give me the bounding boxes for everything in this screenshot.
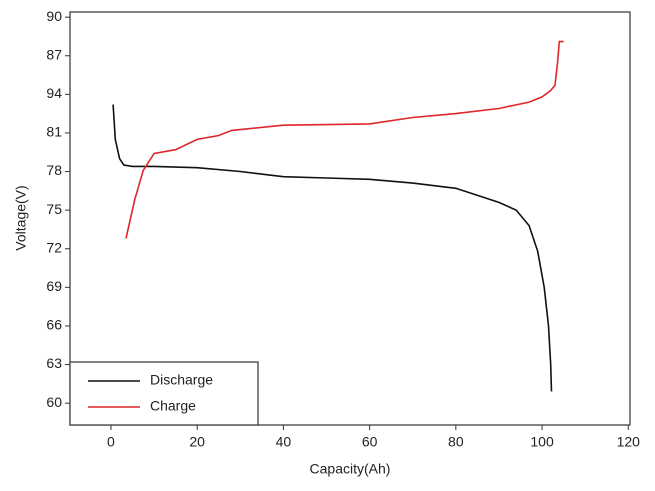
y-tick-label: 72 — [46, 239, 62, 255]
x-axis-label: Capacity(Ah) — [310, 461, 391, 477]
y-tick-label: 75 — [46, 201, 62, 217]
y-tick-label: 87 — [46, 46, 62, 62]
x-tick-label: 80 — [448, 434, 464, 450]
x-tick-label: 60 — [362, 434, 378, 450]
y-tick-label: 90 — [46, 8, 62, 24]
x-tick-label: 120 — [617, 434, 641, 450]
y-axis-label: Voltage(V) — [13, 185, 29, 250]
y-tick-label: 94 — [46, 85, 62, 101]
legend-box — [69, 361, 259, 426]
series-line — [125, 40, 564, 239]
x-tick-label: 100 — [530, 434, 554, 450]
series-line — [112, 104, 553, 392]
y-tick-label: 78 — [46, 162, 62, 178]
legend-label: Discharge — [150, 372, 213, 388]
legend-label: Charge — [150, 398, 196, 414]
x-tick-label: 0 — [107, 434, 115, 450]
y-tick-label: 60 — [46, 394, 62, 410]
y-tick-label: 66 — [46, 317, 62, 333]
y-tick-label: 63 — [46, 355, 62, 371]
y-tick-label: 81 — [46, 124, 62, 140]
y-tick-label: 69 — [46, 278, 62, 294]
x-tick-label: 20 — [189, 434, 205, 450]
plot-frame — [69, 11, 631, 426]
x-tick-label: 40 — [276, 434, 292, 450]
